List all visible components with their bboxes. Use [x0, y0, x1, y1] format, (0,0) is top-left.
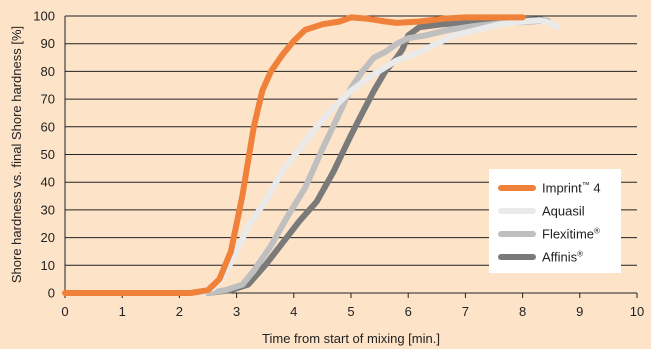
series-line-imprint [62, 14, 526, 296]
x-tick-label-8: 8 [519, 304, 526, 319]
y-tick-label-40: 40 [41, 175, 55, 190]
y-axis-title: Shore hardness vs. final Shore hardness … [9, 26, 24, 283]
x-tick-label-3: 3 [233, 304, 240, 319]
series-lines [62, 14, 560, 296]
legend-name-aquasil: Aquasil [542, 204, 585, 219]
legend-sup-imprint: ™ [582, 181, 590, 190]
y-tick-label-90: 90 [41, 36, 55, 51]
x-axis-ticks: 0 1 2 3 4 5 6 7 8 9 10 [61, 293, 644, 319]
legend-name-imprint: Imprint [542, 181, 582, 196]
y-tick-label-20: 20 [41, 230, 55, 245]
series-line-flexitime [205, 17, 549, 296]
legend-suffix-imprint: 4 [590, 181, 601, 196]
x-tick-label-7: 7 [462, 304, 469, 319]
legend-label-imprint: Imprint™ 4 [542, 181, 601, 196]
series-line-aquasil [199, 17, 560, 296]
y-tick-label-100: 100 [33, 9, 55, 24]
legend-name-flexitime: Flexitime [542, 227, 594, 242]
y-tick-label-60: 60 [41, 119, 55, 134]
y-tick-label-0: 0 [48, 286, 55, 301]
grid-lines [64, 15, 637, 294]
x-tick-label-0: 0 [61, 304, 68, 319]
x-tick-label-9: 9 [576, 304, 583, 319]
y-axis-ticks: 0 10 20 30 40 50 60 70 80 90 100 [33, 9, 55, 301]
y-tick-label-30: 30 [41, 202, 55, 217]
x-tick-label-2: 2 [176, 304, 183, 319]
x-axis-title: Time from start of mixing [min.] [262, 331, 440, 346]
legend-label-aquasil: Aquasil [542, 204, 585, 219]
legend-name-affinis: Affinis [542, 250, 578, 265]
legend-label-flexitime: Flexitime® [542, 227, 600, 242]
series-line-affinis [205, 16, 552, 296]
x-tick-label-10: 10 [630, 304, 644, 319]
x-tick-label-5: 5 [347, 304, 354, 319]
x-tick-label-1: 1 [119, 304, 126, 319]
y-tick-label-10: 10 [41, 258, 55, 273]
y-tick-label-70: 70 [41, 92, 55, 107]
y-tick-label-50: 50 [41, 147, 55, 162]
y-tick-label-80: 80 [41, 64, 55, 79]
x-tick-label-6: 6 [405, 304, 412, 319]
legend-sup-affinis: ® [577, 250, 583, 259]
legend-label-affinis: Affinis® [542, 250, 583, 265]
legend-sup-flexitime: ® [594, 227, 600, 236]
x-tick-label-4: 4 [290, 304, 297, 319]
